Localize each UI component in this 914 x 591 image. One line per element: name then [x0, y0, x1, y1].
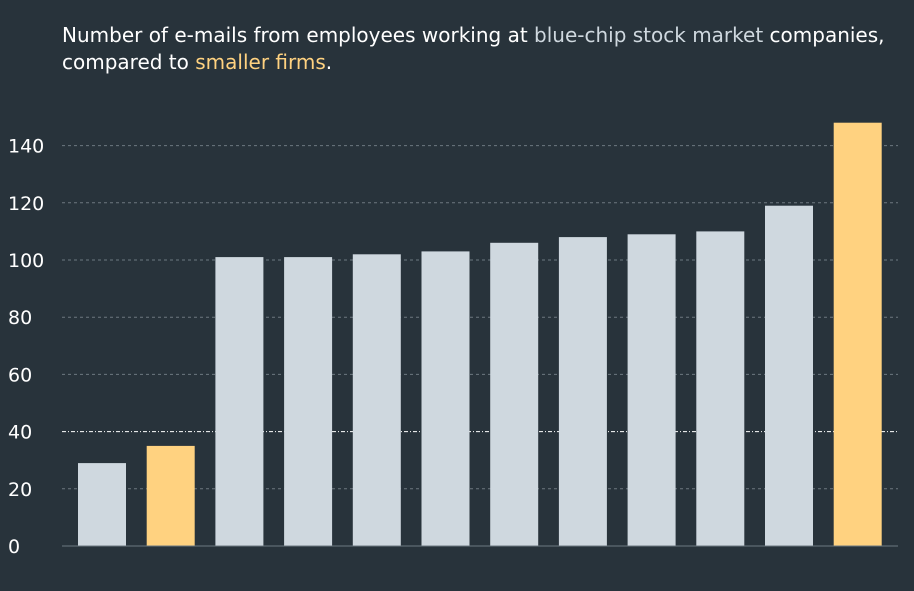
y-tick-label: 140	[8, 136, 44, 158]
title-text-1: Number of e-mails from employees working…	[62, 23, 534, 47]
y-tick-label: 120	[8, 193, 44, 215]
bar-blue-chip	[558, 237, 607, 546]
y-tick-label: 20	[8, 479, 32, 501]
bar-blue-chip	[215, 257, 264, 546]
y-axis-ticks: 0 20 40 60 80 100 120 140	[8, 136, 44, 558]
bar-blue-chip	[78, 463, 126, 546]
bar-blue-chip	[352, 254, 401, 547]
title-text-2: companies,	[763, 23, 884, 47]
bars	[78, 122, 882, 547]
gridlines	[62, 145, 898, 490]
y-tick-label: 100	[8, 250, 44, 272]
title-highlight-blue-chip: blue-chip stock market	[534, 23, 763, 47]
bar-blue-chip	[490, 242, 539, 547]
y-tick-label: 0	[8, 536, 20, 558]
chart-title-line-2: compared to smaller firms.	[62, 50, 332, 74]
bar-blue-chip	[696, 231, 745, 546]
y-tick-label: 60	[8, 364, 32, 386]
chart-title-line-1: Number of e-mails from employees working…	[62, 23, 885, 47]
bar-blue-chip	[765, 205, 813, 546]
title-text-3: compared to	[62, 50, 195, 74]
bar-blue-chip	[627, 234, 676, 547]
title-text-4: .	[326, 50, 332, 74]
title-highlight-smaller-firms: smaller firms	[195, 50, 326, 74]
bar-blue-chip	[421, 251, 470, 546]
bar-smaller	[146, 445, 195, 546]
y-tick-label: 40	[8, 422, 32, 444]
y-tick-label: 80	[8, 307, 32, 329]
bar-smaller	[833, 122, 882, 546]
bar-blue-chip	[284, 257, 333, 546]
